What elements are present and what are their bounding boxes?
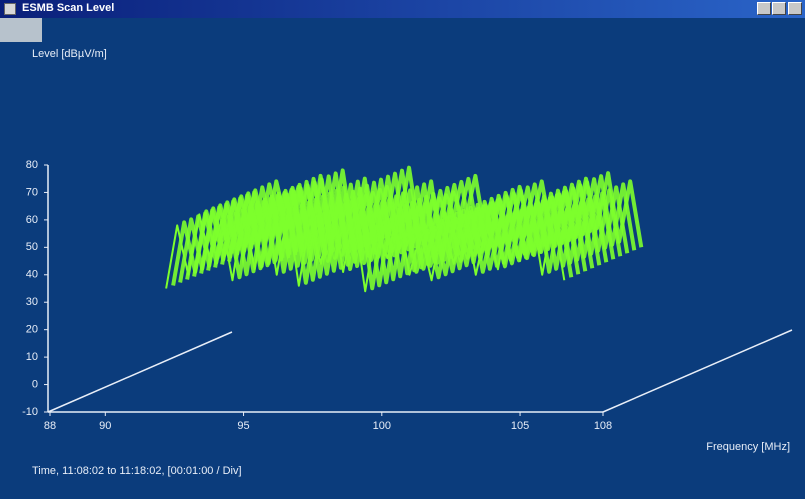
y-tick-label: 60 [26,214,38,226]
chart: Level [dBµV/m] Frequency [MHz] Time, 11:… [0,18,805,499]
x-tick-label: 108 [594,420,612,432]
y-axis-label: Level [dBµV/m] [32,48,107,60]
time-axis-label: Time, 11:08:02 to 11:18:02, [00:01:00 / … [32,465,242,477]
x-tick-label: 100 [373,420,391,432]
maximize-button[interactable] [772,2,786,15]
time-axis-left [48,332,232,412]
y-tick-label: -10 [22,406,38,418]
window: ESMB Scan Level Level [dBµV/m] Frequency… [0,0,805,499]
close-button[interactable] [788,2,802,15]
y-tick-label: 0 [32,378,38,390]
time-axis-right [603,330,792,412]
title-bar: ESMB Scan Level [0,0,805,18]
window-icon [4,3,16,15]
y-tick-label: 10 [26,351,38,363]
x-tick-label: 105 [511,420,529,432]
x-axis-label: Frequency [MHz] [706,441,790,453]
y-tick-label: 80 [26,159,38,171]
window-title: ESMB Scan Level [22,2,114,14]
x-tick-label: 88 [44,420,56,432]
minimize-button[interactable] [757,2,771,15]
y-tick-label: 40 [26,269,38,281]
y-tick-label: 70 [26,186,38,198]
y-tick-label: 20 [26,324,38,336]
x-tick-label: 90 [99,420,111,432]
y-tick-label: 50 [26,241,38,253]
x-tick-label: 95 [237,420,249,432]
y-tick-label: 30 [26,296,38,308]
